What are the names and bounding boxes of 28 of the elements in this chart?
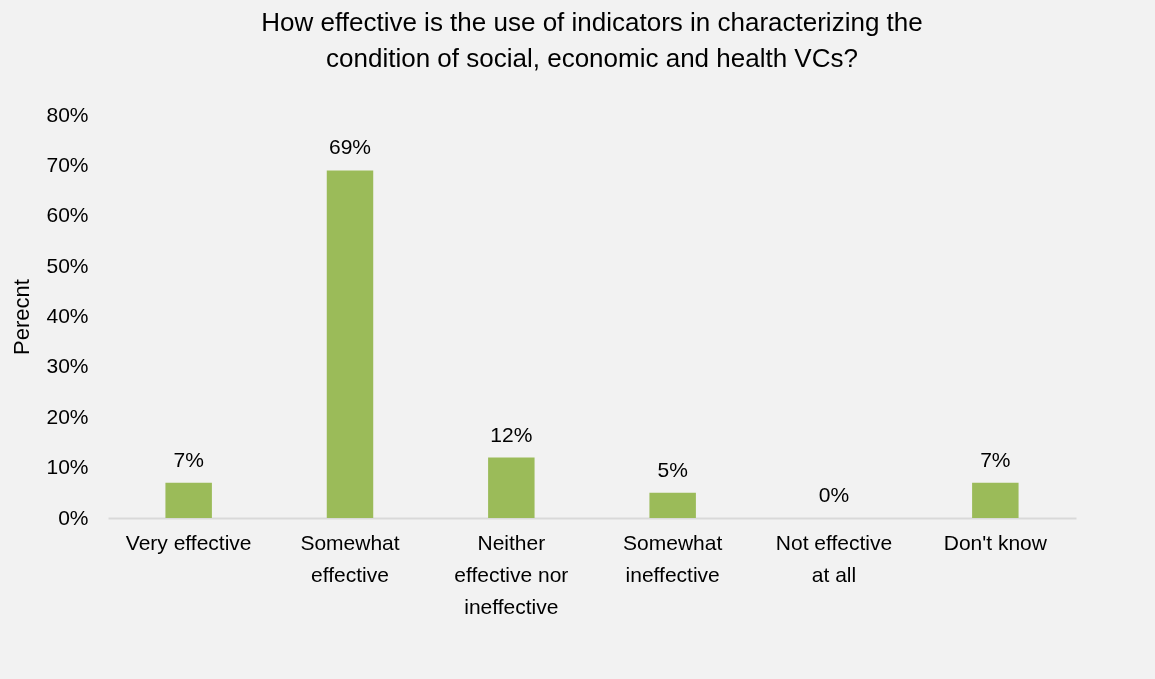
data-label: 12% — [490, 422, 533, 446]
bar — [326, 170, 374, 518]
data-label: 69% — [328, 135, 372, 159]
x-tick-label: Don't know — [943, 530, 1048, 554]
bar — [165, 482, 212, 518]
data-label: 7% — [980, 447, 1011, 471]
y-tick-label: 80% — [46, 102, 89, 126]
y-tick-label: 30% — [46, 354, 89, 378]
x-tick-label: Neither effective nor ineffective — [454, 530, 569, 618]
data-label: 5% — [657, 457, 688, 481]
y-tick-label: 20% — [46, 404, 89, 428]
x-tick-label: Somewhat effective — [300, 530, 400, 586]
bar — [488, 457, 535, 518]
data-label: 0% — [818, 483, 850, 506]
bar — [649, 492, 696, 518]
x-tick-label: Very effective — [125, 530, 252, 554]
data-label: 7% — [173, 447, 204, 471]
x-tick-label: Not effective at all — [775, 530, 893, 586]
y-tick-label: 10% — [46, 455, 89, 479]
bar — [972, 482, 1019, 518]
y-tick-label: 60% — [46, 203, 89, 227]
y-tick-label: 0% — [58, 505, 89, 529]
x-tick-label: Somewhat ineffective — [623, 530, 723, 586]
y-tick-label: 40% — [46, 304, 89, 327]
y-tick-label: 70% — [46, 152, 89, 176]
y-tick-label: 50% — [46, 253, 89, 277]
chart-title: How effective is the use of indicators in characterizing the condition of social, economic and health VCs? — [261, 7, 923, 73]
y-axis-title: Perecnt — [9, 279, 35, 355]
